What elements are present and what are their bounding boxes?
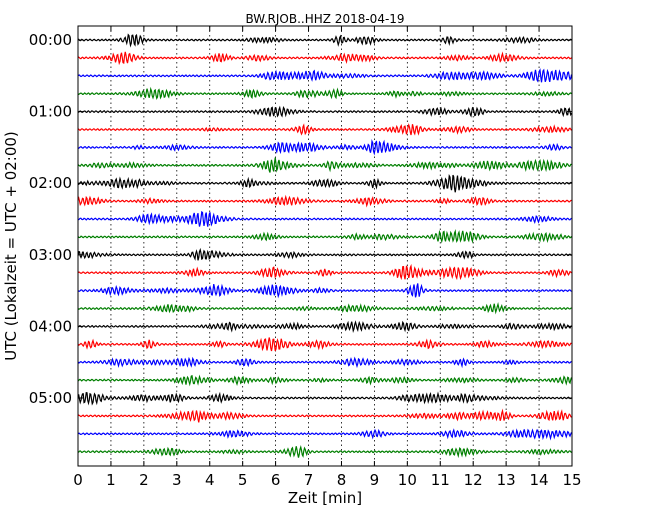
trace-row-23 (77, 444, 572, 459)
plot-background (78, 26, 572, 466)
trace-row-1 (77, 51, 572, 66)
trace-row-0 (77, 33, 572, 48)
grid-lines (110, 26, 540, 466)
x-tick-label-2: 2 (139, 471, 149, 489)
x-tick-label-8: 8 (337, 471, 347, 489)
x-tick-label-3: 3 (172, 471, 182, 489)
trace-row-15 (77, 301, 572, 315)
trace-row-5 (77, 123, 573, 136)
trace-row-4 (77, 105, 573, 118)
y-axis-ticks: 00:00 01:00 02:00 03:00 04:00 05:00 (29, 31, 572, 407)
trace-row-18 (77, 356, 572, 369)
x-tick-label-12: 12 (464, 471, 483, 489)
trace-row-7 (77, 157, 572, 173)
chart-title: BW.RJOB..HHZ 2018-04-19 (245, 12, 404, 26)
trace-row-8 (77, 173, 572, 193)
trace-row-9 (77, 194, 572, 208)
x-tick-label-1: 1 (106, 471, 116, 489)
y-tick-label-4: 04:00 (29, 317, 72, 335)
trace-row-12 (77, 247, 572, 261)
x-tick-label-13: 13 (497, 471, 516, 489)
y-tick-label-0: 00:00 (29, 31, 72, 49)
trace-row-11 (77, 229, 573, 244)
x-tick-label-9: 9 (370, 471, 380, 489)
trace-row-13 (77, 263, 572, 281)
x-tick-label-14: 14 (530, 471, 549, 489)
x-tick-label-11: 11 (431, 471, 450, 489)
trace-row-6 (77, 139, 572, 156)
trace-row-17 (77, 337, 572, 352)
trace-row-19 (77, 374, 573, 387)
trace-row-20 (77, 391, 572, 406)
x-tick-label-10: 10 (398, 471, 417, 489)
y-tick-label-1: 01:00 (29, 103, 72, 121)
trace-row-22 (77, 428, 573, 441)
x-tick-label-5: 5 (238, 471, 248, 489)
trace-row-3 (77, 86, 572, 101)
x-tick-label-4: 4 (205, 471, 215, 489)
plot-frame (77, 25, 573, 467)
x-axis-ticks: 0 1 2 3 4 5 6 7 8 9 10 11 12 13 14 15 (73, 26, 582, 489)
x-axis-label: Zeit [min] (288, 489, 362, 507)
trace-row-14 (77, 283, 572, 299)
x-tick-label-7: 7 (304, 471, 314, 489)
trace-row-16 (77, 320, 572, 333)
y-tick-label-3: 03:00 (29, 246, 72, 264)
trace-row-21 (77, 408, 572, 423)
y-tick-label-5: 05:00 (29, 389, 72, 407)
trace-row-10 (77, 210, 572, 227)
x-tick-label-15: 15 (562, 471, 581, 489)
x-tick-label-0: 0 (73, 471, 83, 489)
y-axis-label: UTC (Lokalzeit = UTC + 02:00) (2, 131, 20, 361)
x-tick-label-6: 6 (271, 471, 281, 489)
y-tick-label-2: 02:00 (29, 174, 72, 192)
trace-row-2 (77, 68, 573, 83)
seismic-traces (77, 33, 573, 459)
